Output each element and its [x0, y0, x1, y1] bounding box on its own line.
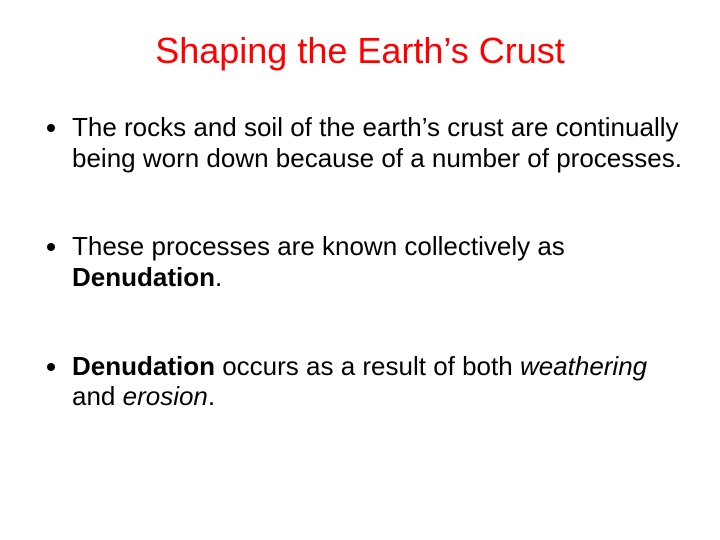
- bullet-segment: The rocks and soil of the earth’s crust …: [72, 112, 682, 173]
- bullet-segment: erosion: [123, 381, 208, 411]
- bullet-segment: Denudation: [72, 351, 215, 381]
- bullet-item: Denudation occurs as a result of both we…: [70, 351, 690, 412]
- bullet-segment: These processes are known collectively a…: [72, 231, 565, 261]
- bullet-item: These processes are known collectively a…: [70, 231, 690, 292]
- slide: Shaping the Earth’s Crust The rocks and …: [0, 0, 720, 540]
- bullet-segment: occurs as a result of both: [215, 351, 520, 381]
- bullet-segment: weathering: [520, 351, 647, 381]
- bullet-segment: .: [208, 381, 215, 411]
- slide-title: Shaping the Earth’s Crust: [30, 30, 690, 72]
- bullet-segment: and: [72, 381, 123, 411]
- bullet-list: The rocks and soil of the earth’s crust …: [30, 112, 690, 412]
- bullet-segment: .: [215, 262, 222, 292]
- bullet-item: The rocks and soil of the earth’s crust …: [70, 112, 690, 173]
- bullet-segment: Denudation: [72, 262, 215, 292]
